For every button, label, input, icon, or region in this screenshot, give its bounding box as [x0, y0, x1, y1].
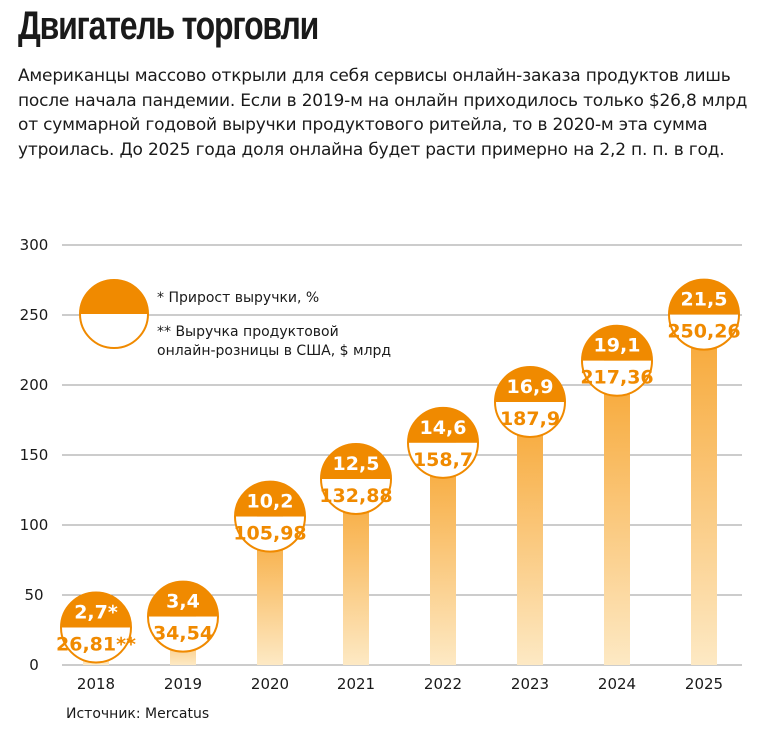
value-circle-2024: 19,1 217,36: [580, 324, 654, 397]
growth-label: 14,6: [420, 417, 467, 439]
value-circle-bottom: [408, 442, 478, 478]
value-circle-outline: [581, 324, 653, 397]
growth-label: 16,9: [507, 376, 554, 398]
legend-revenue-label-line2: онлайн-розницы в США, $ млрд: [157, 343, 391, 359]
y-tick-label: 100: [20, 516, 49, 534]
x-tick-label: 2019: [164, 675, 202, 693]
legend-marker-bottom: [80, 314, 148, 348]
value-circle-outline: [668, 278, 740, 351]
growth-label: 2,7*: [74, 601, 118, 623]
value-circle-top: [321, 443, 391, 479]
y-tick-label: 50: [24, 586, 43, 604]
value-circle-2022: 14,6 158,7: [407, 406, 479, 479]
legend-marker-outline: [79, 279, 149, 349]
y-tick-label: 150: [20, 446, 49, 464]
value-circle-outline: [320, 442, 392, 515]
value-circle-bottom: [61, 627, 131, 663]
bar-2024: [604, 360, 630, 665]
value-circle-outline: [234, 480, 306, 553]
bar-2022: [430, 442, 456, 665]
value-circle-bottom: [495, 401, 565, 437]
value-circle-top: [582, 325, 652, 361]
legend-growth-label: * Прирост выручки, %: [157, 290, 319, 306]
revenue-label: 26,81**: [56, 633, 136, 655]
value-circle-outline: [494, 365, 566, 438]
value-circle-2019: 3,4 34,54: [147, 580, 219, 653]
revenue-label: 250,26: [667, 321, 740, 343]
value-circle-top: [408, 407, 478, 443]
value-circle-top: [61, 592, 131, 628]
growth-label: 3,4: [166, 591, 200, 613]
value-circle-2025: 21,5 250,26: [667, 278, 741, 351]
value-circle-2018: 2,7* 26,81**: [56, 591, 136, 664]
growth-label: 10,2: [247, 491, 294, 513]
bar-2025: [691, 314, 717, 665]
legend-marker-top: [80, 280, 148, 314]
chart-title: Двигатель торговли: [18, 4, 319, 48]
value-circle-bottom: [235, 516, 305, 552]
value-circle-2020: 10,2 105,98: [233, 480, 307, 553]
value-circle-2023: 16,9 187,9: [494, 365, 566, 438]
revenue-label: 187,9: [500, 408, 560, 430]
value-circle-top: [235, 481, 305, 517]
value-circle-top: [495, 366, 565, 402]
legend-revenue-label-line1: ** Выручка продуктовой: [157, 324, 339, 340]
revenue-label: 105,98: [233, 523, 306, 545]
x-tick-label: 2022: [424, 675, 462, 693]
revenue-label: 34,54: [153, 623, 213, 645]
value-circle-top: [669, 279, 739, 315]
value-circle-bottom: [582, 360, 652, 396]
y-tick-label: 200: [20, 376, 49, 394]
value-circle-bottom: [148, 616, 218, 652]
x-tick-label: 2018: [77, 675, 115, 693]
legend-marker: [79, 279, 149, 349]
x-tick-label: 2021: [337, 675, 375, 693]
growth-label: 19,1: [594, 335, 641, 357]
bar-2023: [517, 401, 543, 665]
value-circle-bottom: [669, 314, 739, 350]
revenue-label: 132,88: [319, 485, 392, 507]
circle-layer: 2,7*26,81**3,434,5410,2105,9812,5132,881…: [56, 278, 741, 664]
value-circle-top: [148, 581, 218, 617]
x-tick-label: 2024: [598, 675, 636, 693]
value-circle-2021: 12,5 132,88: [319, 442, 393, 515]
value-circle-outline: [407, 406, 479, 479]
growth-label: 21,5: [681, 289, 728, 311]
value-circle-bottom: [321, 478, 391, 514]
x-tick-label: 2025: [685, 675, 723, 693]
value-circle-outline: [147, 580, 219, 653]
source-note: Источник: Mercatus: [66, 706, 210, 722]
revenue-label: 217,36: [580, 367, 653, 389]
chart-subtitle: Американцы массово открыли для себя серв…: [18, 66, 748, 160]
value-circle-outline: [60, 591, 132, 664]
revenue-label: 158,7: [413, 449, 473, 471]
legend: * Прирост выручки, % ** Выручка продукто…: [79, 279, 391, 359]
y-tick-label: 0: [29, 656, 39, 674]
y-tick-label: 250: [20, 306, 49, 324]
growth-label: 12,5: [333, 453, 380, 475]
y-tick-label: 300: [20, 236, 49, 254]
x-tick-label: 2023: [511, 675, 549, 693]
x-tick-label: 2020: [251, 675, 289, 693]
